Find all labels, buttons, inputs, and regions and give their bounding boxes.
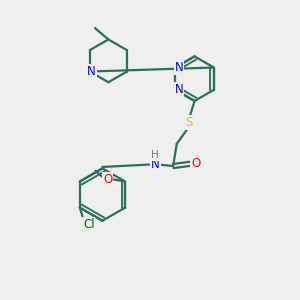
Text: N: N xyxy=(151,158,160,171)
Text: Cl: Cl xyxy=(83,218,94,230)
Text: O: O xyxy=(191,157,201,170)
Text: N: N xyxy=(175,83,183,96)
Text: O: O xyxy=(103,172,112,186)
Text: N: N xyxy=(87,65,96,78)
Text: N: N xyxy=(175,61,183,74)
Text: S: S xyxy=(185,116,193,129)
Text: H: H xyxy=(152,150,159,160)
